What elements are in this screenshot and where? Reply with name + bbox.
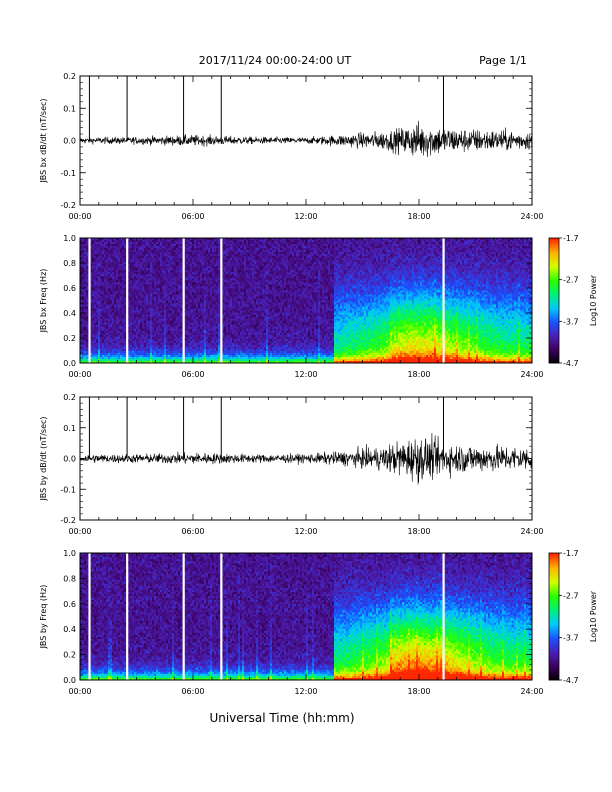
x-tick-label: 06:00 <box>181 212 204 221</box>
x-tick-label: 00:00 <box>68 212 91 221</box>
x-tick-label: 18:00 <box>407 212 430 221</box>
y-tick-label: 0.2 <box>63 72 76 81</box>
x-tick-label: 24:00 <box>520 212 543 221</box>
y-tick-label: -0.2 <box>60 201 76 210</box>
y-tick-label: -0.1 <box>60 169 76 178</box>
y-tick-label: 0.1 <box>63 104 76 113</box>
x-tick-label: 12:00 <box>294 212 317 221</box>
waveform-panel: 00:00 06:00 12:00 18:00 24:00 0.2 0.1 0.0 -0.1 -0… <box>39 72 544 221</box>
y-tick-label: 0.0 <box>63 137 76 146</box>
spectrogram-panel: 00:00 06:00 12:00 18:00 24:001.00.80.60.40.2… <box>39 234 544 379</box>
y-axis-title: JBS bx dB/dt (nT/sec) <box>39 98 48 183</box>
waveform-trace <box>80 121 532 157</box>
page-number: Page 1/1 <box>479 54 527 67</box>
page-title: 2017/11/24 00:00-24:00 UT <box>199 54 352 67</box>
